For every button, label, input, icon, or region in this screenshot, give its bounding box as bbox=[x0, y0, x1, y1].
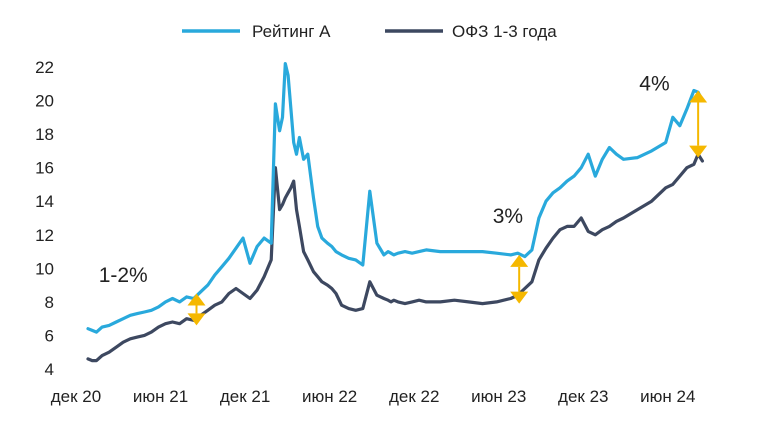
y-tick-label-4: 4 bbox=[45, 360, 54, 379]
legend-label-1: ОФЗ 1-3 года bbox=[452, 22, 557, 41]
x-tick-label-4: дек 22 bbox=[389, 387, 439, 406]
series-line-0 bbox=[86, 62, 704, 334]
gap-arrow-2 bbox=[689, 90, 708, 158]
x-tick-label-5: июн 23 bbox=[471, 387, 526, 406]
x-axis-tick-labels: дек 20 июн 21 дек 21 июн 22 дек 22 июн 23 дек … bbox=[51, 387, 696, 406]
y-tick-label-16: 16 bbox=[35, 159, 54, 178]
x-tick-label-3: июн 22 bbox=[302, 387, 357, 406]
y-tick-label-10: 10 bbox=[35, 259, 54, 278]
y-axis-tick-labels: 4 6 8 10 12 14 16 18 20 22 bbox=[35, 58, 54, 379]
x-tick-label-7: июн 24 bbox=[640, 387, 695, 406]
legend-label-0: Рейтинг А bbox=[252, 22, 331, 41]
y-tick-label-8: 8 bbox=[45, 293, 54, 312]
series-lines bbox=[86, 62, 704, 363]
legend: Рейтинг А ОФЗ 1-3 года bbox=[182, 22, 557, 41]
annotation-2: 4% bbox=[639, 72, 669, 95]
gap-arrows bbox=[187, 90, 708, 326]
y-tick-label-12: 12 bbox=[35, 226, 54, 245]
annotations: 1-2% 3% 4% bbox=[99, 72, 670, 286]
y-tick-label-14: 14 bbox=[35, 192, 54, 211]
annotation-0: 1-2% bbox=[99, 264, 148, 287]
y-tick-label-22: 22 bbox=[35, 58, 54, 77]
series-line-1 bbox=[86, 152, 704, 363]
y-tick-label-20: 20 bbox=[35, 92, 54, 111]
x-tick-label-6: дек 23 bbox=[558, 387, 608, 406]
y-tick-label-18: 18 bbox=[35, 125, 54, 144]
gap-arrow-0 bbox=[187, 293, 206, 326]
x-tick-label-1: июн 21 bbox=[133, 387, 188, 406]
gap-arrow-1 bbox=[510, 254, 529, 304]
y-tick-label-6: 6 bbox=[45, 326, 54, 345]
x-tick-label-0: дек 20 bbox=[51, 387, 101, 406]
annotation-1: 3% bbox=[493, 205, 523, 228]
x-tick-label-2: дек 21 bbox=[220, 387, 270, 406]
